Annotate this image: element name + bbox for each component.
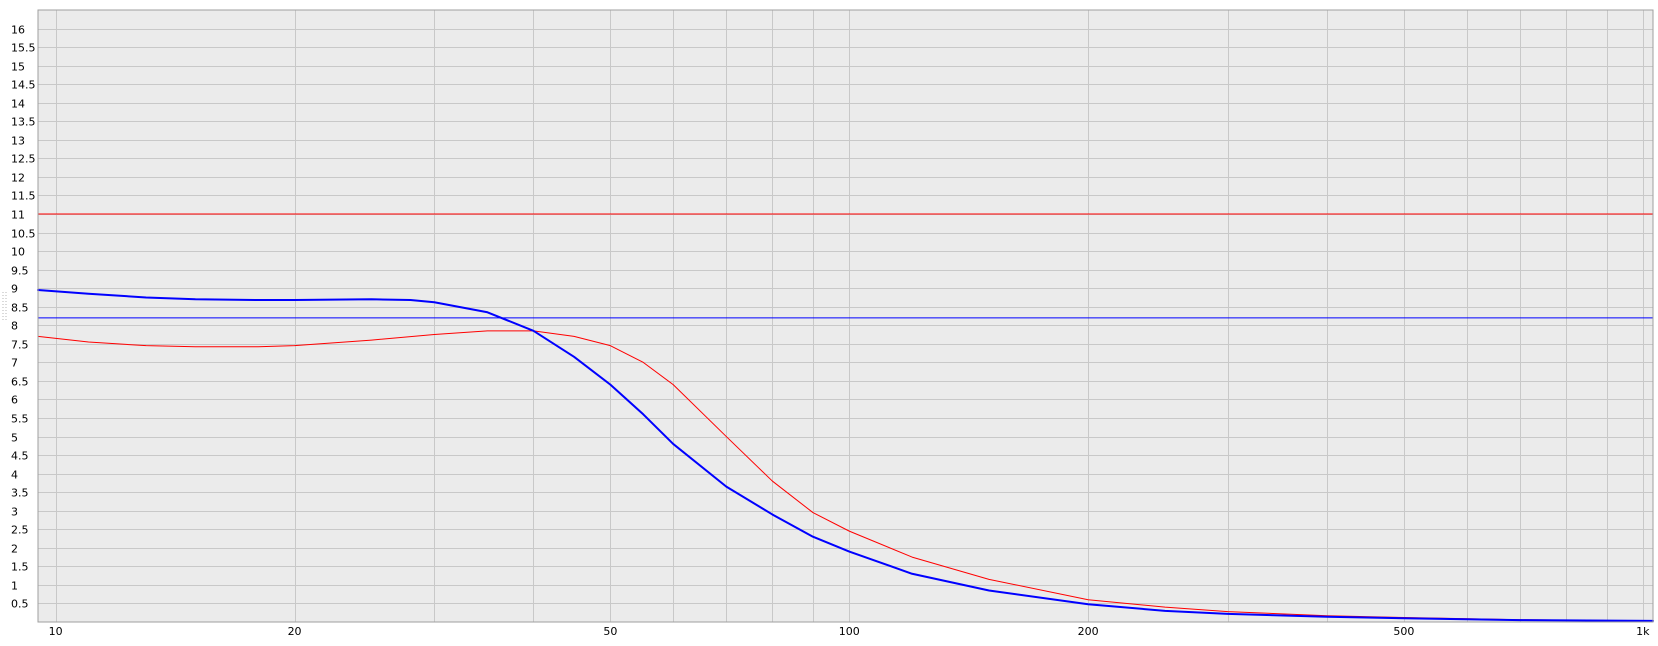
y-tick-label: 4.5 (11, 450, 29, 463)
x-tick-label: 500 (1393, 625, 1414, 638)
y-tick-label: 8 (11, 320, 18, 333)
y-tick-label: 7.5 (11, 339, 29, 352)
y-tick-label: 3.5 (11, 487, 29, 500)
y-tick-label: 6 (11, 394, 18, 407)
x-tick-label: 20 (288, 625, 302, 638)
y-tick-label: 11 (11, 209, 25, 222)
y-tick-label: 14.5 (11, 79, 36, 92)
y-tick-label: 11.5 (11, 190, 36, 203)
y-tick-label: 5.5 (11, 413, 29, 426)
x-tick-label: 200 (1078, 625, 1099, 638)
x-tick-label: 1k (1636, 625, 1650, 638)
series-line-2 (37, 289, 1654, 622)
y-tick-label: 6.5 (11, 376, 29, 389)
y-tick-label: 15.5 (11, 42, 36, 55)
y-tick-label: 2 (11, 543, 18, 556)
y-tick-label: 1 (11, 580, 18, 593)
y-tick-label: 2.5 (11, 524, 29, 537)
series-lines (37, 213, 1654, 622)
plot-area-background (38, 10, 1653, 622)
y-tick-label: 15 (11, 61, 25, 74)
y-tick-label: 12.5 (11, 153, 36, 166)
panel-resize-grip[interactable] (2, 292, 7, 322)
y-tick-label: 13.5 (11, 116, 36, 129)
y-tick-label: 10 (11, 246, 25, 259)
y-tick-label: 5 (11, 432, 18, 445)
x-tick-label: 100 (839, 625, 860, 638)
y-tick-label: 3 (11, 506, 18, 519)
y-tick-label: 7 (11, 357, 18, 370)
y-tick-label: 14 (11, 98, 25, 111)
y-tick-label: 16 (11, 24, 25, 37)
axis-labels: 0.511.522.533.544.555.566.577.588.599.51… (11, 24, 1650, 639)
grid-lines (38, 10, 1653, 622)
y-tick-label: 8.5 (11, 302, 29, 315)
x-tick-label: 10 (49, 625, 63, 638)
x-tick-label: 50 (603, 625, 617, 638)
y-tick-label: 9.5 (11, 265, 29, 278)
y-tick-label: 4 (11, 469, 18, 482)
y-tick-label: 13 (11, 135, 25, 148)
y-tick-label: 9 (11, 283, 18, 296)
series-line-1 (37, 330, 1654, 622)
plot-area-border (37, 9, 1654, 623)
y-tick-label: 0.5 (11, 598, 29, 611)
y-tick-label: 1.5 (11, 561, 29, 574)
y-tick-label: 10.5 (11, 228, 36, 241)
y-tick-label: 12 (11, 172, 25, 185)
